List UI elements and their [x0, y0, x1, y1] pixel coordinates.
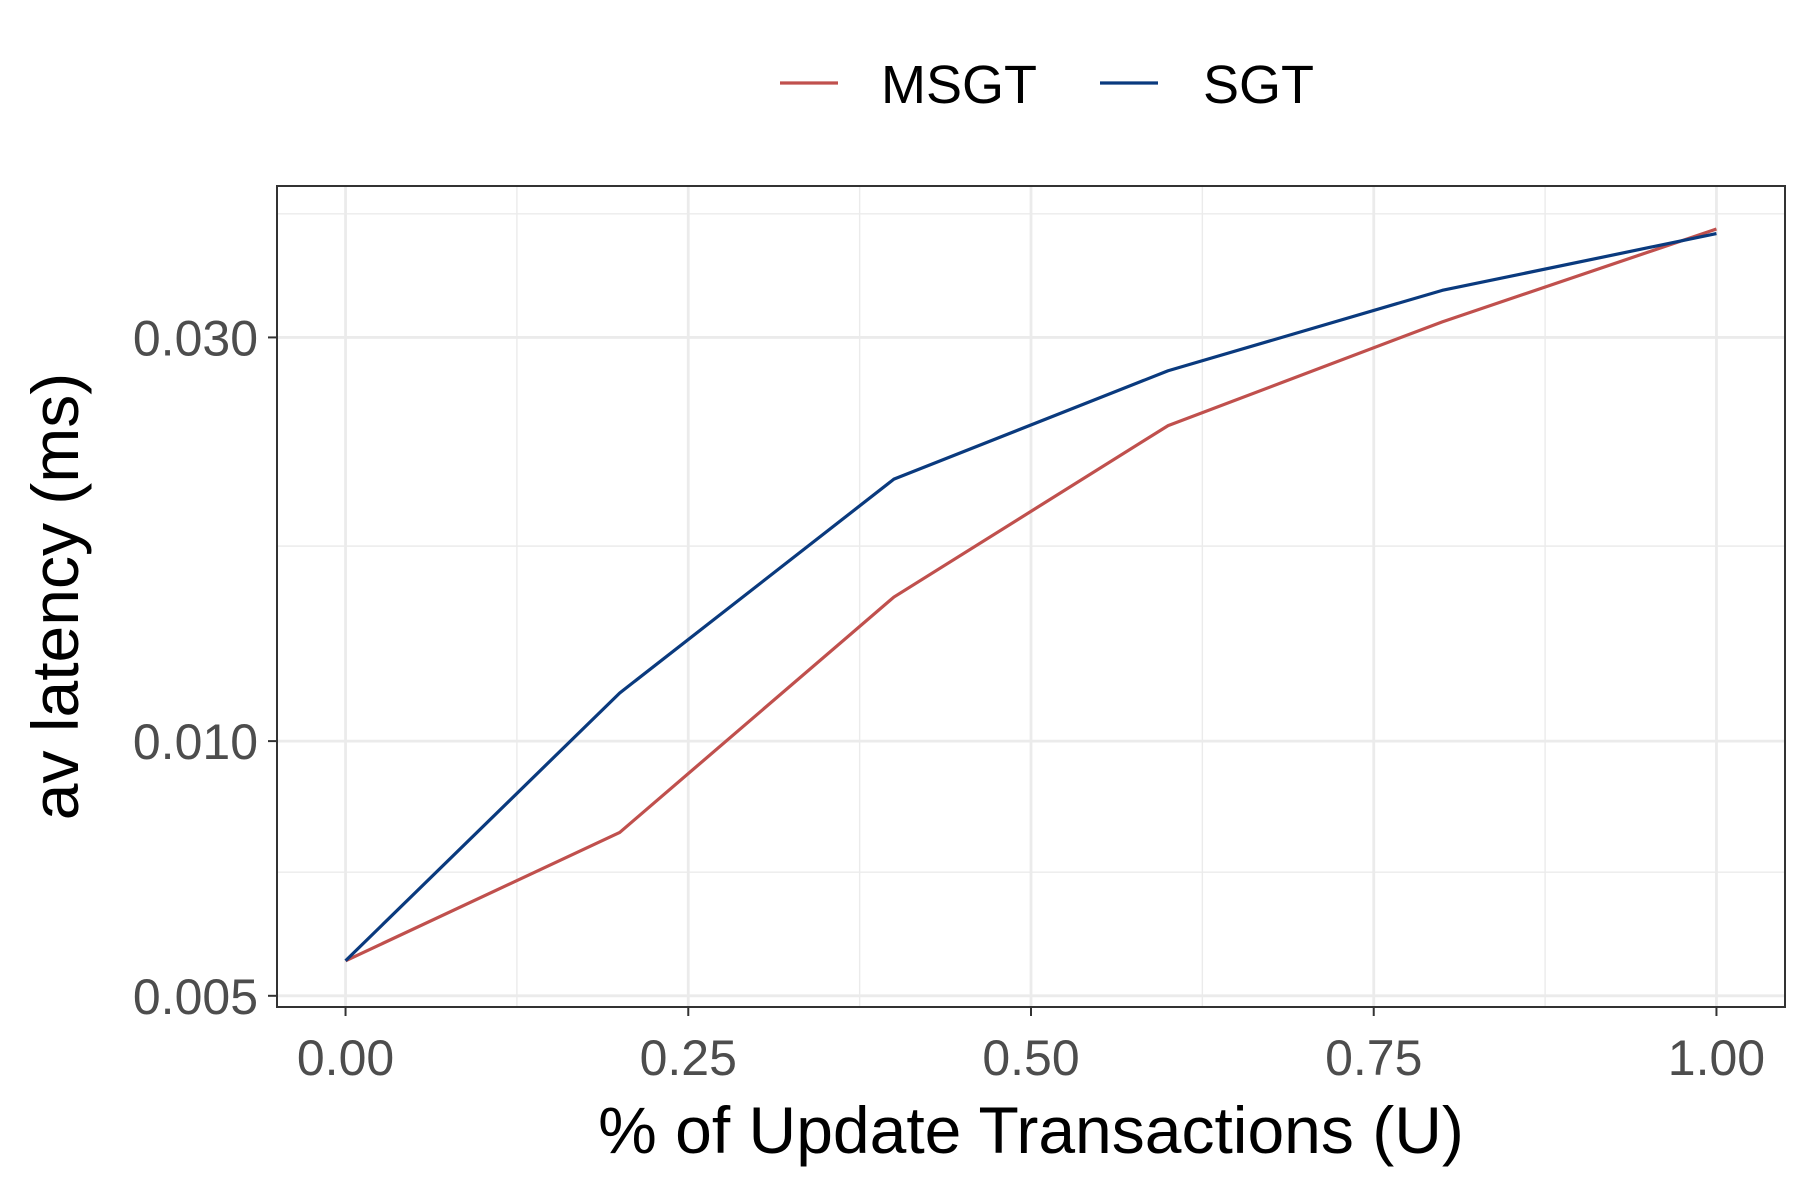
legend: MSGT SGT — [780, 55, 1314, 115]
legend-label-sgt: SGT — [1203, 55, 1314, 115]
x-tick-label: 0.00 — [297, 1030, 394, 1086]
series-line-sgt — [344, 231, 1717, 962]
y-axis-title: av latency (ms) — [18, 373, 92, 820]
y-axis: 0.005 0.010 0.030 — [133, 310, 277, 1025]
x-tick-label: 0.75 — [1325, 1030, 1422, 1086]
series-layer — [344, 227, 1717, 963]
legend-label-msgt: MSGT — [881, 55, 1037, 115]
y-tick-label: 0.005 — [133, 969, 258, 1025]
y-tick-label: 0.010 — [133, 714, 258, 770]
series-line-msgt — [344, 227, 1717, 963]
y-tick-label: 0.030 — [133, 310, 258, 366]
x-tick-label: 1.00 — [1668, 1030, 1765, 1086]
x-axis: 0.00 0.25 0.50 0.75 1.00 — [297, 1007, 1765, 1086]
x-axis-title: % of Update Transactions (U) — [598, 1093, 1464, 1167]
x-tick-label: 0.50 — [982, 1030, 1079, 1086]
x-tick-label: 0.25 — [640, 1030, 737, 1086]
grid — [277, 186, 1785, 1007]
